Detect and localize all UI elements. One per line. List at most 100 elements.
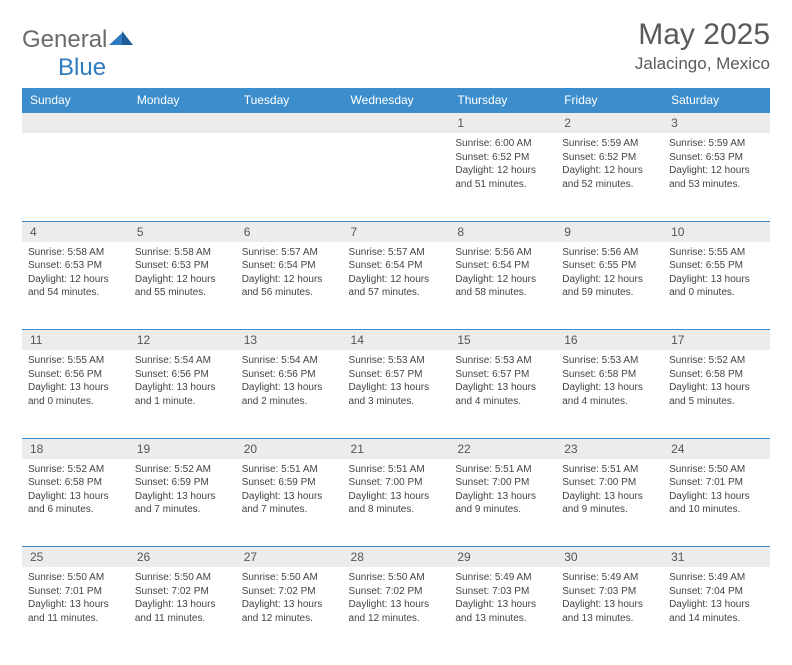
calendar-cell: Sunrise: 5:50 AMSunset: 7:01 PMDaylight:… xyxy=(663,459,770,547)
sunset-line: Sunset: 6:52 PM xyxy=(455,151,550,165)
calendar-table: SundayMondayTuesdayWednesdayThursdayFrid… xyxy=(22,88,770,655)
day-number: 12 xyxy=(129,330,236,350)
calendar-cell xyxy=(343,133,450,221)
day-number: 11 xyxy=(22,330,129,350)
sunset-line: Sunset: 6:56 PM xyxy=(135,368,230,382)
sunset-line: Sunset: 6:56 PM xyxy=(28,368,123,382)
sunset-line: Sunset: 6:53 PM xyxy=(135,259,230,273)
day-number: 28 xyxy=(343,547,450,567)
daylight-line: Daylight: 12 hours and 51 minutes. xyxy=(455,164,550,191)
sunset-line: Sunset: 6:57 PM xyxy=(455,368,550,382)
sunset-line: Sunset: 7:01 PM xyxy=(28,585,123,599)
sunset-line: Sunset: 6:53 PM xyxy=(669,151,764,165)
day-number xyxy=(129,113,236,133)
calendar-cell: Sunrise: 5:51 AMSunset: 7:00 PMDaylight:… xyxy=(449,459,556,547)
sunset-line: Sunset: 6:56 PM xyxy=(242,368,337,382)
calendar-cell: Sunrise: 5:50 AMSunset: 7:02 PMDaylight:… xyxy=(129,567,236,655)
sunrise-line: Sunrise: 5:49 AM xyxy=(669,571,764,585)
calendar-cell: Sunrise: 5:50 AMSunset: 7:02 PMDaylight:… xyxy=(343,567,450,655)
sunrise-line: Sunrise: 5:58 AM xyxy=(135,246,230,260)
sunset-line: Sunset: 7:00 PM xyxy=(562,476,657,490)
sunrise-line: Sunrise: 5:50 AM xyxy=(669,463,764,477)
sunset-line: Sunset: 6:58 PM xyxy=(669,368,764,382)
calendar-cell: Sunrise: 5:59 AMSunset: 6:52 PMDaylight:… xyxy=(556,133,663,221)
daylight-line: Daylight: 12 hours and 59 minutes. xyxy=(562,273,657,300)
calendar-cell: Sunrise: 5:58 AMSunset: 6:53 PMDaylight:… xyxy=(129,242,236,330)
daylight-line: Daylight: 13 hours and 5 minutes. xyxy=(669,381,764,408)
day-number: 7 xyxy=(343,222,450,242)
calendar-weekday-header: SundayMondayTuesdayWednesdayThursdayFrid… xyxy=(22,88,770,113)
calendar-cell: Sunrise: 5:55 AMSunset: 6:55 PMDaylight:… xyxy=(663,242,770,330)
weekday-header: Sunday xyxy=(22,88,129,113)
sunrise-line: Sunrise: 5:50 AM xyxy=(28,571,123,585)
daylight-line: Daylight: 12 hours and 52 minutes. xyxy=(562,164,657,191)
daylight-line: Daylight: 13 hours and 4 minutes. xyxy=(455,381,550,408)
sunrise-line: Sunrise: 5:58 AM xyxy=(28,246,123,260)
day-number: 16 xyxy=(556,330,663,350)
calendar-cell: Sunrise: 5:53 AMSunset: 6:57 PMDaylight:… xyxy=(449,350,556,438)
sunset-line: Sunset: 7:01 PM xyxy=(669,476,764,490)
weekday-header: Monday xyxy=(129,88,236,113)
sunset-line: Sunset: 6:59 PM xyxy=(242,476,337,490)
sunrise-line: Sunrise: 5:56 AM xyxy=(455,246,550,260)
daylight-line: Daylight: 13 hours and 9 minutes. xyxy=(562,490,657,517)
sunrise-line: Sunrise: 5:50 AM xyxy=(349,571,444,585)
daylight-line: Daylight: 12 hours and 55 minutes. xyxy=(135,273,230,300)
day-number: 24 xyxy=(663,439,770,459)
daylight-line: Daylight: 12 hours and 54 minutes. xyxy=(28,273,123,300)
calendar-cell: Sunrise: 5:53 AMSunset: 6:57 PMDaylight:… xyxy=(343,350,450,438)
sunrise-line: Sunrise: 5:51 AM xyxy=(455,463,550,477)
daylight-line: Daylight: 13 hours and 4 minutes. xyxy=(562,381,657,408)
weekday-header: Thursday xyxy=(449,88,556,113)
sunset-line: Sunset: 6:54 PM xyxy=(242,259,337,273)
daylight-line: Daylight: 13 hours and 0 minutes. xyxy=(669,273,764,300)
daylight-line: Daylight: 13 hours and 1 minute. xyxy=(135,381,230,408)
day-number: 13 xyxy=(236,330,343,350)
calendar-cell: Sunrise: 5:59 AMSunset: 6:53 PMDaylight:… xyxy=(663,133,770,221)
daylight-line: Daylight: 12 hours and 56 minutes. xyxy=(242,273,337,300)
daylight-line: Daylight: 13 hours and 9 minutes. xyxy=(455,490,550,517)
daylight-line: Daylight: 13 hours and 10 minutes. xyxy=(669,490,764,517)
day-number xyxy=(236,113,343,133)
calendar-cell: Sunrise: 5:49 AMSunset: 7:03 PMDaylight:… xyxy=(449,567,556,655)
calendar-cell xyxy=(22,133,129,221)
day-number: 3 xyxy=(663,113,770,133)
sunrise-line: Sunrise: 5:49 AM xyxy=(455,571,550,585)
location-label: Jalacingo, Mexico xyxy=(635,54,770,74)
day-number: 8 xyxy=(449,222,556,242)
weekday-header: Tuesday xyxy=(236,88,343,113)
sunset-line: Sunset: 7:02 PM xyxy=(349,585,444,599)
sunrise-line: Sunrise: 5:53 AM xyxy=(562,354,657,368)
day-number: 6 xyxy=(236,222,343,242)
day-number: 31 xyxy=(663,547,770,567)
sunrise-line: Sunrise: 5:52 AM xyxy=(669,354,764,368)
brand-name-a: General xyxy=(22,26,107,53)
sunrise-line: Sunrise: 5:59 AM xyxy=(669,137,764,151)
sunrise-line: Sunrise: 5:51 AM xyxy=(349,463,444,477)
calendar-cell: Sunrise: 5:50 AMSunset: 7:01 PMDaylight:… xyxy=(22,567,129,655)
daylight-line: Daylight: 12 hours and 57 minutes. xyxy=(349,273,444,300)
day-number: 14 xyxy=(343,330,450,350)
calendar-cell: Sunrise: 5:54 AMSunset: 6:56 PMDaylight:… xyxy=(129,350,236,438)
calendar-cell: Sunrise: 5:55 AMSunset: 6:56 PMDaylight:… xyxy=(22,350,129,438)
month-title: May 2025 xyxy=(635,18,770,52)
day-number: 29 xyxy=(449,547,556,567)
day-number: 21 xyxy=(343,439,450,459)
daylight-line: Daylight: 13 hours and 6 minutes. xyxy=(28,490,123,517)
day-number: 17 xyxy=(663,330,770,350)
sunset-line: Sunset: 7:02 PM xyxy=(242,585,337,599)
day-number: 19 xyxy=(129,439,236,459)
day-number: 9 xyxy=(556,222,663,242)
sunrise-line: Sunrise: 5:50 AM xyxy=(135,571,230,585)
sunrise-line: Sunrise: 5:57 AM xyxy=(242,246,337,260)
daylight-line: Daylight: 12 hours and 58 minutes. xyxy=(455,273,550,300)
sunset-line: Sunset: 7:04 PM xyxy=(669,585,764,599)
daylight-line: Daylight: 13 hours and 8 minutes. xyxy=(349,490,444,517)
sunrise-line: Sunrise: 5:53 AM xyxy=(349,354,444,368)
sunrise-line: Sunrise: 5:54 AM xyxy=(135,354,230,368)
sunrise-line: Sunrise: 5:59 AM xyxy=(562,137,657,151)
day-number xyxy=(343,113,450,133)
sunrise-line: Sunrise: 5:52 AM xyxy=(28,463,123,477)
calendar-cell: Sunrise: 5:56 AMSunset: 6:55 PMDaylight:… xyxy=(556,242,663,330)
weekday-header: Saturday xyxy=(663,88,770,113)
